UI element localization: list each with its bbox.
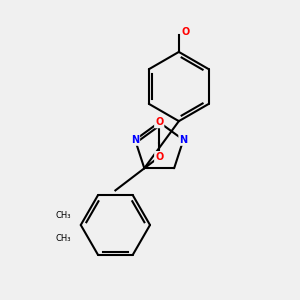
Text: N: N	[179, 135, 188, 145]
Text: CH₃: CH₃	[56, 211, 71, 220]
Text: CH₃: CH₃	[56, 234, 71, 243]
Text: O: O	[155, 152, 164, 162]
Text: O: O	[155, 117, 164, 127]
Text: N: N	[131, 135, 139, 145]
Text: O: O	[181, 27, 189, 37]
